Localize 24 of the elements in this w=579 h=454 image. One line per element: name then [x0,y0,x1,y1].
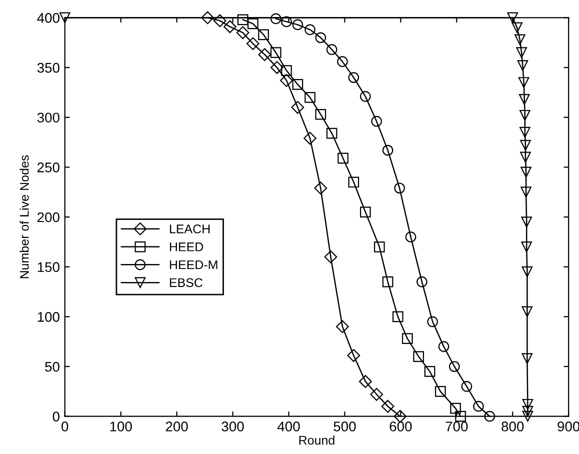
y-tick-label: 50 [45,362,60,372]
x-tick-label: 600 [390,422,412,432]
x-axis-title: Round [299,436,334,445]
legend-label: LEACH [170,224,210,234]
y-tick-label: 150 [38,262,60,272]
y-tick-label: 400 [37,13,60,23]
x-tick-label: 700 [446,422,468,432]
legend-label: HEED-M [170,260,218,270]
x-tick-label: 0 [62,422,68,432]
y-tick-label: 300 [37,112,60,123]
y-tick-label: 350 [37,62,60,73]
y-tick-label: 200 [38,212,60,222]
x-tick-label: 800 [502,422,524,432]
y-tick-label: 100 [38,312,60,322]
y-axis-title: Number of Live Nodes [20,155,29,278]
x-tick-label: 400 [277,422,300,432]
x-tick-label: 300 [222,422,244,432]
legend-label: HEED [170,242,204,252]
x-tick-label: 200 [166,422,188,432]
y-tick-label: 0 [52,412,60,422]
x-tick-label: 500 [334,422,356,432]
y-tick-label: 250 [38,162,60,172]
legend-label: EBSC [170,278,202,288]
x-tick-label: 100 [110,422,132,432]
